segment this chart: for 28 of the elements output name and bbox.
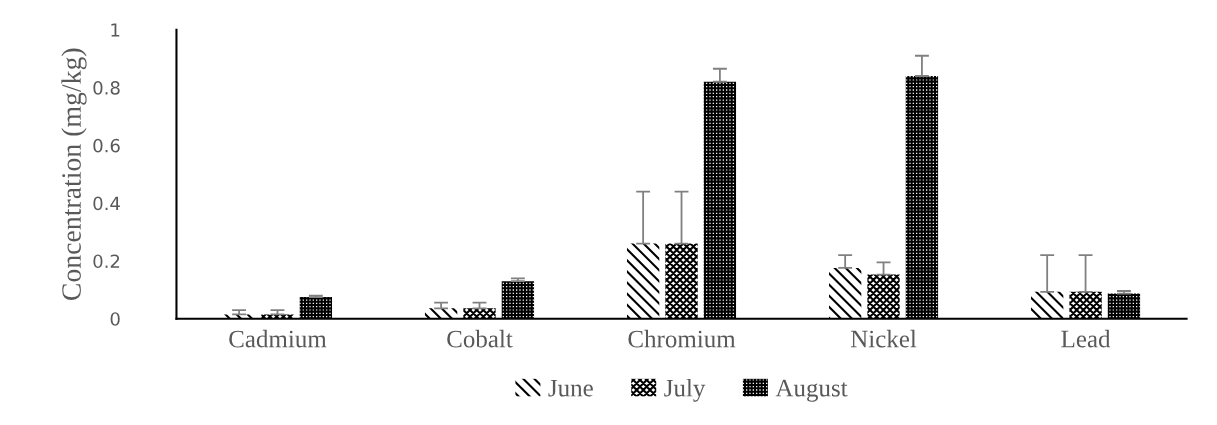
legend-label: June [548, 379, 593, 397]
y-tick-label: 0.2 [93, 254, 120, 269]
bar [463, 308, 496, 319]
bar [867, 274, 900, 319]
y-tick-label: 0 [110, 312, 120, 326]
bar [1031, 291, 1064, 319]
y-tick-label: 0.8 [93, 81, 120, 95]
bar [905, 75, 939, 319]
bar [501, 281, 535, 319]
bar [703, 81, 737, 319]
y-tick-label: 0.4 [93, 196, 120, 211]
x-tick-label: Nickel [850, 329, 917, 348]
bar [665, 243, 698, 319]
bar [1069, 291, 1102, 319]
y-tick-label: 1 [111, 23, 120, 37]
legend-label: July [664, 378, 706, 402]
x-tick-label: Cobalt [447, 329, 513, 348]
legend-label: August [775, 379, 848, 402]
x-tick-label: Chromium [628, 329, 736, 348]
x-tick-label: Lead [1061, 329, 1111, 348]
bar [829, 267, 862, 319]
bar [1107, 293, 1141, 319]
x-tick-label: Cadmium [229, 329, 327, 348]
y-tick-label: 0.6 [93, 138, 120, 153]
bar [299, 297, 333, 319]
bar [626, 243, 660, 319]
y-axis-title: Concentration (mg/kg) [61, 48, 87, 301]
bar [424, 308, 458, 319]
